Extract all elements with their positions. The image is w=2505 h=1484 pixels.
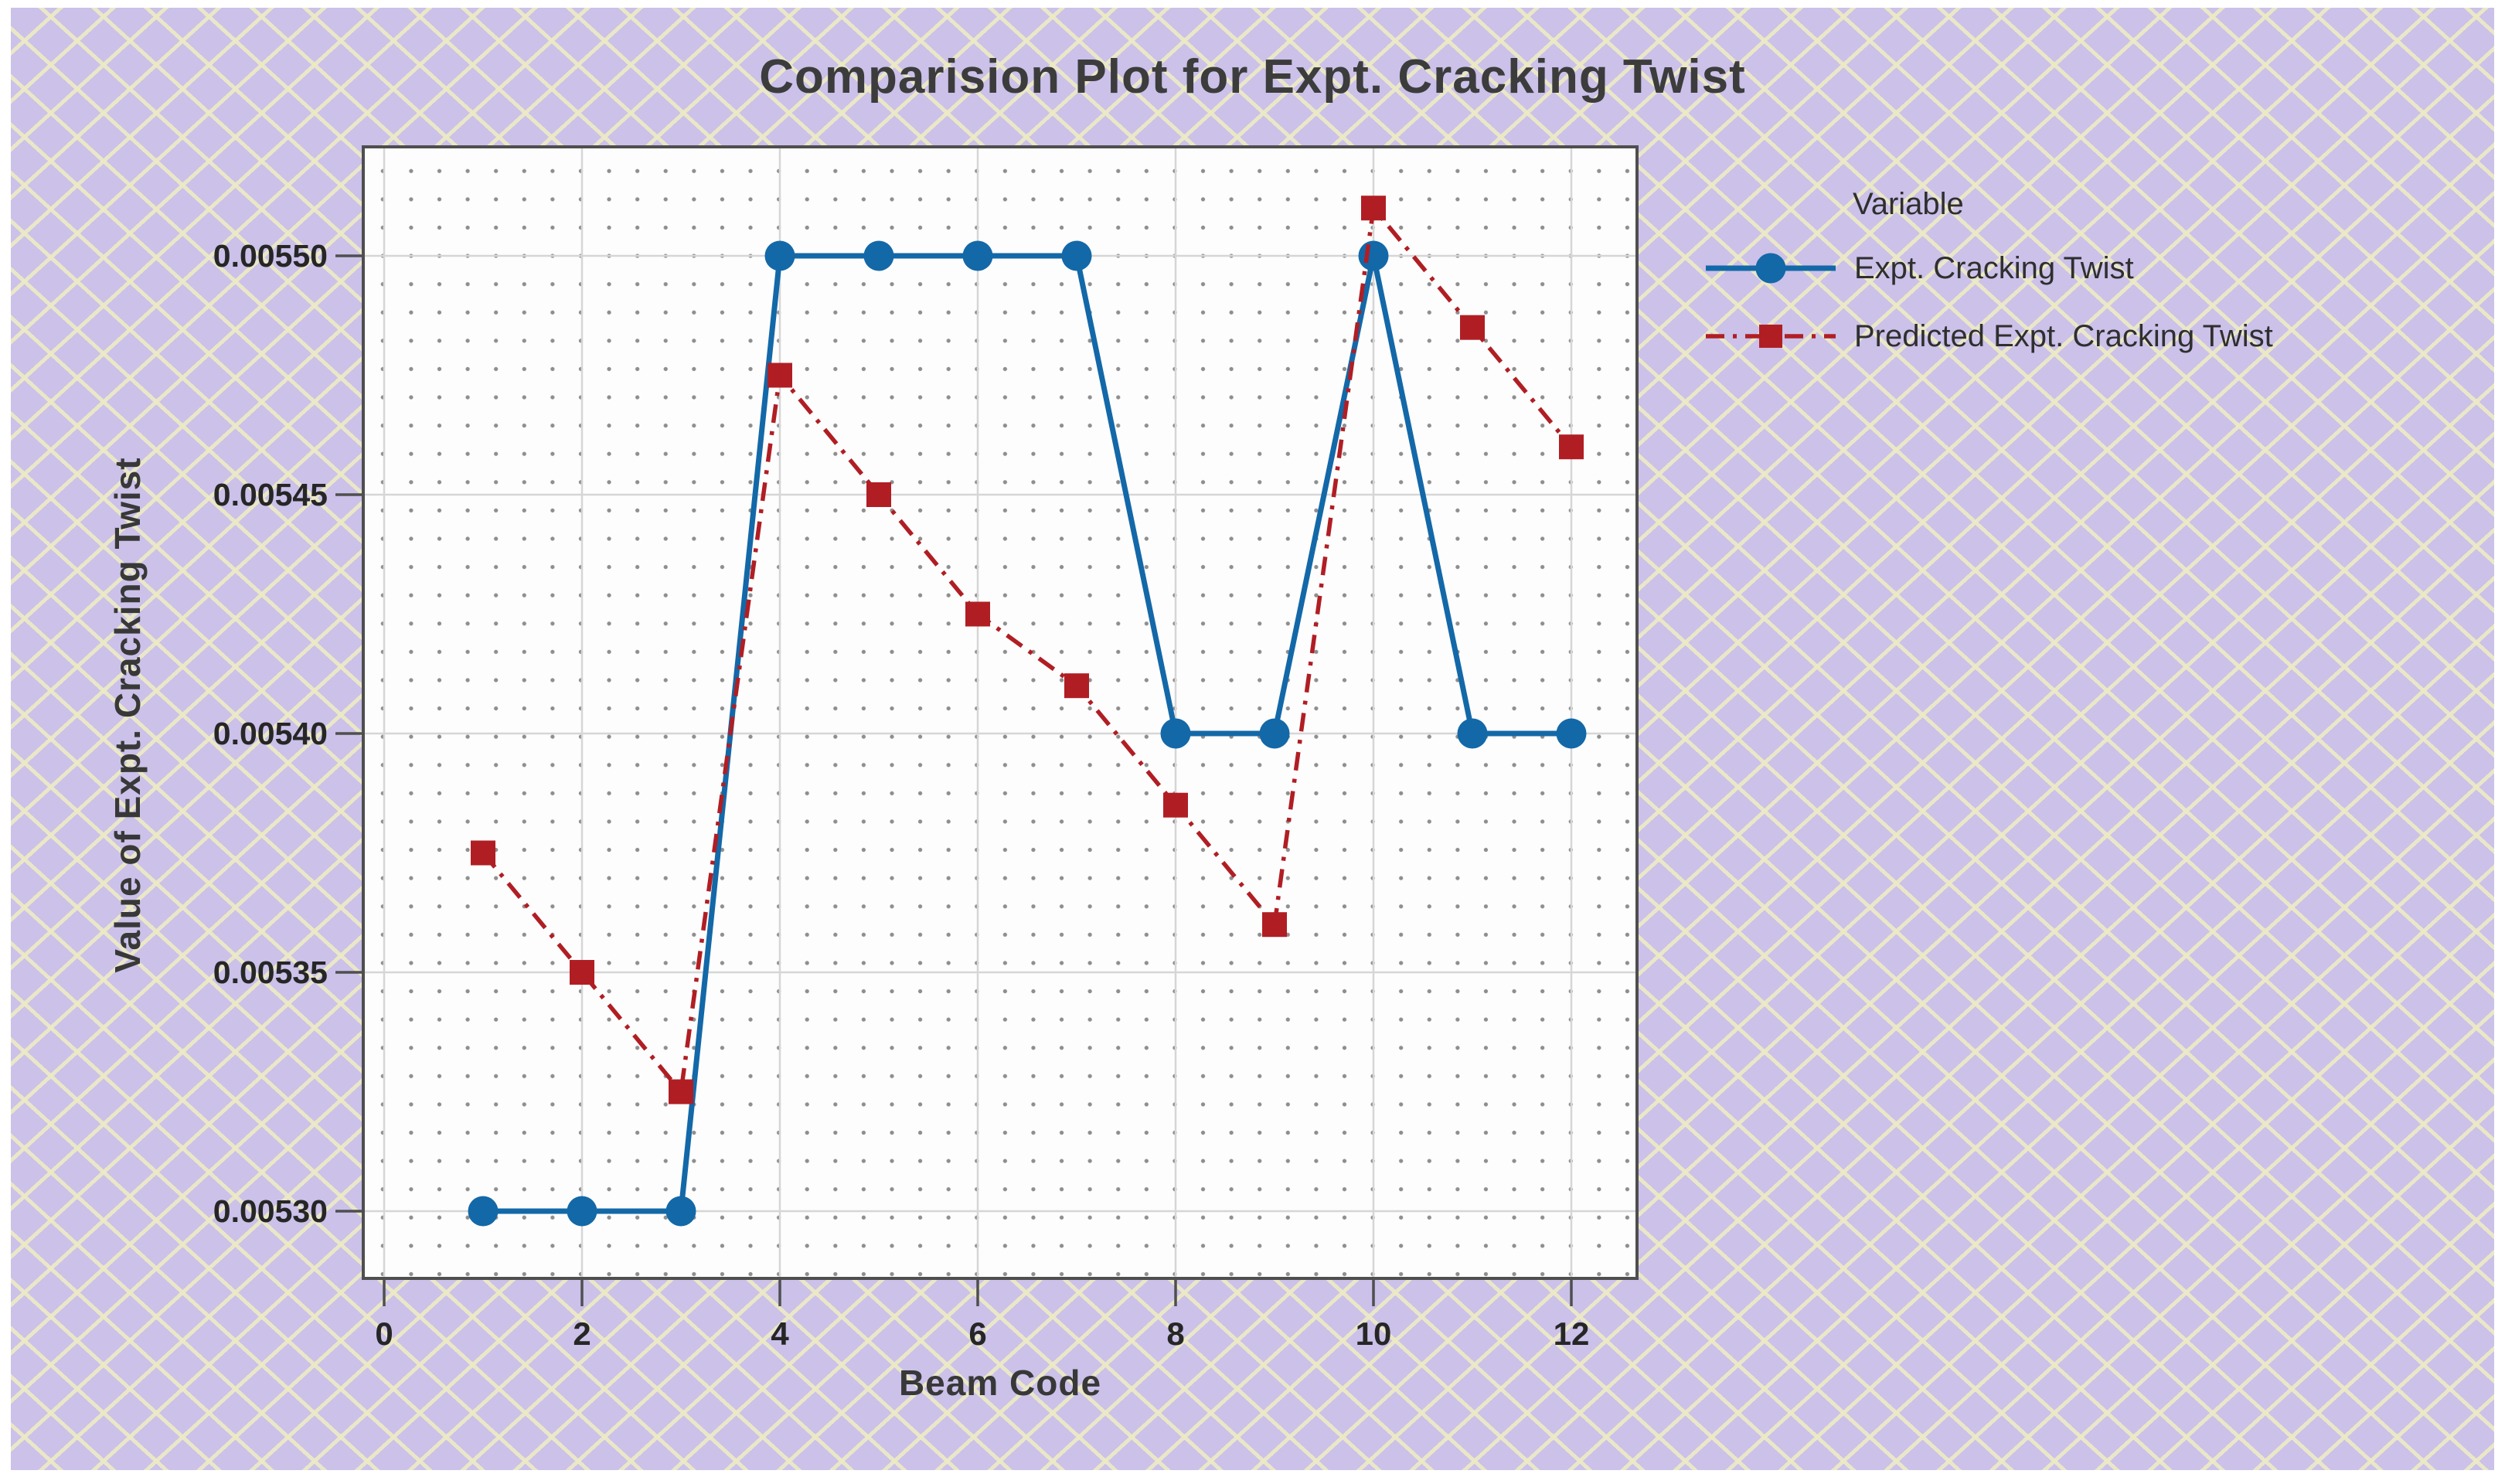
y-tick-label: 0.00545 (213, 477, 328, 512)
plot-area[interactable] (363, 147, 1637, 1278)
y-axis-title: Value of Expt. Cracking Twist (107, 457, 148, 973)
x-tick-label: 2 (573, 1316, 591, 1352)
legend: Variable Expt. Cracking Twist Predicted … (1704, 184, 2273, 360)
legend-sample-expt-line-icon (1706, 253, 1836, 284)
y-tick-label: 0.00535 (213, 955, 328, 990)
legend-sample-predicted-line-icon (1706, 325, 1836, 348)
y-tick-label: 0.00550 (213, 238, 328, 274)
x-tick-label: 10 (1355, 1316, 1392, 1352)
x-tick-label: 6 (968, 1316, 987, 1352)
y-tick-label: 0.00540 (213, 716, 328, 751)
y-tick-label: 0.00530 (213, 1193, 328, 1229)
legend-label-expt: Expt. Cracking Twist (1854, 251, 2134, 285)
x-tick-label: 8 (1166, 1316, 1185, 1352)
x-axis-title: Beam Code (898, 1363, 1102, 1403)
x-tick-label: 12 (1553, 1316, 1590, 1352)
x-tick-label: 4 (771, 1316, 789, 1352)
x-tick-label: 0 (375, 1316, 393, 1352)
legend-item-expt[interactable]: Expt. Cracking Twist (1704, 244, 2273, 292)
legend-title: Variable (1853, 187, 1964, 221)
legend-item-predicted[interactable]: Predicted Expt. Cracking Twist (1704, 312, 2273, 360)
legend-label-predicted: Predicted Expt. Cracking Twist (1854, 319, 2273, 353)
chart-title: Comparision Plot for Expt. Cracking Twis… (759, 50, 1746, 104)
